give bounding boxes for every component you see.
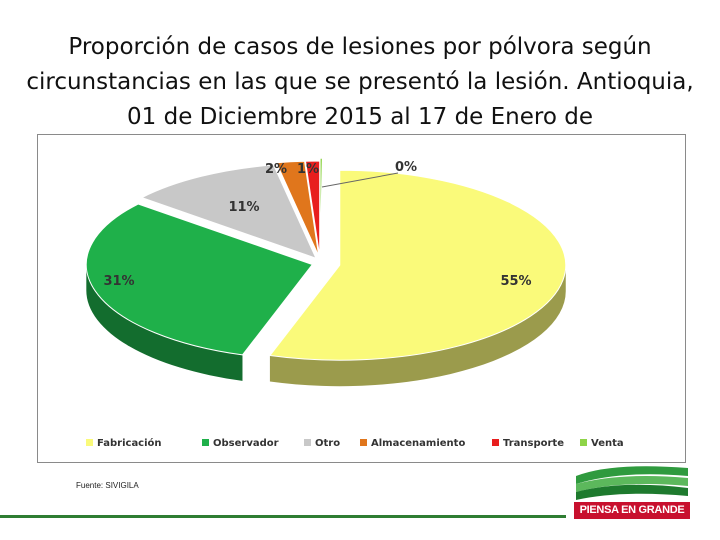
legend-entry-2: Otro: [315, 438, 340, 449]
legend-entry-5: Venta: [591, 438, 624, 449]
data-label-5: 0%: [395, 160, 417, 175]
legend-entry-4: Transporte: [503, 438, 564, 449]
pie-slice-side-1: [86, 264, 243, 381]
pie-slice-fabricación: [268, 169, 567, 361]
legend-swatch-1: [202, 439, 209, 446]
data-label-1: 31%: [103, 274, 134, 289]
legend-entry-3: Almacenamiento: [371, 438, 465, 449]
legend-swatch-0: [86, 439, 93, 446]
data-label-4: 1%: [297, 162, 319, 177]
leader-line: [321, 172, 399, 188]
chart-title: Proporción de casos de lesiones por pólv…: [26, 34, 694, 130]
legend-swatch-5: [580, 439, 587, 446]
data-label-3: 2%: [265, 162, 287, 177]
legend-swatch-3: [360, 439, 367, 446]
legend-entry-0: Fabricación: [97, 437, 162, 449]
pie-slice-otro: [140, 164, 317, 260]
legend-swatch-2: [304, 439, 311, 446]
logo-graphic: [576, 466, 688, 500]
chart-frame: 55% 31% 11% 2% 1% 0% Fabricación Observador Otr…: [37, 134, 686, 463]
footer-divider: [0, 515, 566, 518]
data-label-2: 11%: [228, 200, 259, 215]
pie-slice-venta: [319, 157, 323, 254]
pie-chart: 55% 31% 11% 2% 1% 0% Fabricación Observador Otr…: [85, 157, 624, 449]
source-note: Fuente: SIVIGILA: [76, 481, 139, 490]
pie-slice-side-0: [269, 265, 566, 387]
pie-slice-observador: [85, 203, 314, 356]
legend-entry-1: Observador: [213, 438, 279, 449]
data-label-0: 55%: [500, 274, 531, 289]
legend-swatch-4: [492, 439, 499, 446]
logo-text: PIENSA EN GRANDE: [574, 502, 690, 519]
pie-slice-almacenamiento: [275, 160, 320, 257]
